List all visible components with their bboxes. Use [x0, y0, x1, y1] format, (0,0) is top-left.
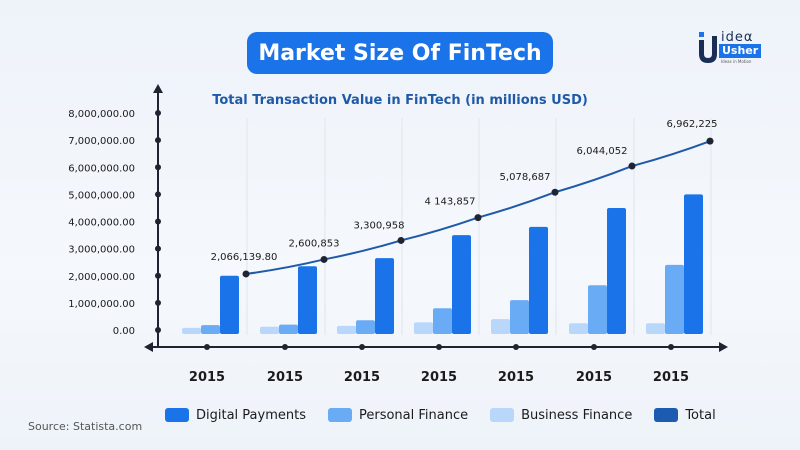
total-data-label: 2,066,139.80 [211, 252, 278, 263]
chart-legend: Digital Payments Personal Finance Busine… [165, 405, 738, 425]
y-tick-dot [155, 164, 161, 171]
y-tick-label: 3,000,000.00 [68, 245, 135, 256]
logo-tagline: Ideas in Motion [721, 59, 752, 64]
bar-digital-payments [375, 258, 394, 334]
total-point [320, 255, 328, 263]
y-axis-arrow [153, 84, 163, 93]
page-title: Market Size Of FinTech [247, 32, 553, 74]
y-tick-label: 2,000,000.00 [68, 272, 135, 283]
x-axis-arrow-right [719, 342, 728, 352]
bar-personal-finance [510, 300, 529, 334]
total-point [397, 236, 405, 244]
legend-item-digital-payments: Digital Payments [165, 408, 306, 423]
total-point [474, 214, 482, 222]
bar-personal-finance [201, 325, 220, 334]
legend-label-total: Total [685, 407, 716, 423]
bar-series [182, 194, 703, 334]
x-tick-dot [436, 344, 442, 350]
legend-item-business-finance: Business Finance [490, 408, 632, 423]
total-data-label: 2,600,853 [289, 238, 340, 249]
total-data-label: 6,962,225 [667, 119, 718, 130]
legend-swatch-personal [327, 408, 352, 422]
y-tick-dot [155, 245, 161, 252]
total-data-label: 6,044,052 [577, 146, 628, 157]
bar-digital-payments [298, 266, 317, 334]
bar-personal-finance [665, 264, 684, 334]
y-tick-dot [155, 191, 161, 198]
legend-label-personal: Personal Finance [358, 407, 469, 423]
legend-swatch-total [654, 408, 679, 422]
bar-business-finance [337, 325, 356, 334]
x-tick-dot [513, 344, 519, 350]
y-tick-dot [155, 218, 161, 225]
logo-text-top: ideα [721, 30, 754, 45]
legend-swatch-digital [165, 408, 189, 422]
x-tick-label: 2015 [267, 370, 303, 385]
chart-title: Total Transaction Value in FinTech (in m… [212, 93, 588, 108]
y-tick-label: 0.00 [113, 326, 135, 337]
bar-business-finance [646, 323, 665, 334]
y-tick-dot [155, 327, 161, 333]
logo-icon [699, 32, 717, 63]
x-tick-dot [359, 344, 365, 350]
y-axis-ticks: 0.00 1,000,000.00 2,000,000.00 3,000,000.00… [68, 109, 161, 337]
total-line [245, 140, 711, 275]
bar-business-finance [260, 326, 279, 334]
total-point [706, 137, 714, 145]
legend-item-total: Total [654, 407, 716, 423]
x-axis-arrow-left [144, 342, 153, 352]
total-point [551, 188, 559, 196]
y-tick-label: 5,000,000.00 [68, 190, 135, 201]
bar-business-finance [491, 319, 510, 334]
x-tick-dot [668, 344, 674, 350]
y-tick-label: 6,000,000.00 [68, 163, 135, 174]
y-tick-dot [155, 299, 161, 306]
x-tick-label: 2015 [498, 370, 534, 385]
bar-digital-payments [452, 235, 471, 334]
legend-label-business: Business Finance [521, 407, 633, 423]
bar-personal-finance [433, 308, 452, 334]
x-tick-label: 2015 [653, 370, 689, 385]
bar-personal-finance [279, 324, 298, 334]
bar-personal-finance [356, 320, 375, 334]
x-tick-dot [204, 344, 210, 350]
x-tick-label: 2015 [421, 370, 457, 385]
y-tick-label: 8,000,000.00 [68, 109, 135, 120]
total-point [628, 162, 636, 170]
total-data-label: 3,300,958 [354, 220, 405, 231]
x-tick-label: 2015 [344, 370, 380, 385]
bar-digital-payments [607, 207, 626, 334]
logo-text-main: Usher [719, 44, 762, 58]
total-data-label: 4 143,857 [425, 197, 476, 208]
total-data-label: 5,078,687 [500, 172, 551, 183]
total-line-series: 2,066,139.80 2,600,853 3,300,958 4 143,857 5… [211, 119, 718, 278]
total-point [242, 270, 250, 278]
bar-business-finance [414, 322, 433, 334]
bar-personal-finance [588, 285, 607, 334]
x-tick-label: 2015 [576, 370, 612, 385]
y-tick-label: 7,000,000.00 [68, 136, 135, 147]
legend-label-digital: Digital Payments [196, 407, 306, 423]
y-tick-label: 4,000,000.00 [68, 218, 135, 229]
y-tick-dot [155, 272, 161, 279]
bar-digital-payments [529, 226, 548, 334]
brand-logo: ideα Usher Ideas in Motion [697, 30, 777, 64]
y-tick-dot [155, 110, 161, 116]
source-note: Source: Statista.com [28, 420, 143, 433]
y-tick-dot [155, 137, 161, 144]
x-axis-labels: 2015 2015 2015 2015 2015 2015 2015 [189, 344, 689, 385]
bar-business-finance [182, 327, 201, 334]
bar-business-finance [569, 323, 588, 334]
bar-digital-payments [684, 194, 703, 334]
legend-swatch-business [490, 408, 515, 422]
x-tick-dot [591, 344, 597, 350]
bar-digital-payments [220, 275, 239, 334]
x-tick-dot [282, 344, 288, 350]
legend-item-personal-finance: Personal Finance [327, 407, 469, 423]
y-tick-label: 1,000,000.00 [68, 299, 135, 310]
x-tick-label: 2015 [189, 370, 225, 385]
